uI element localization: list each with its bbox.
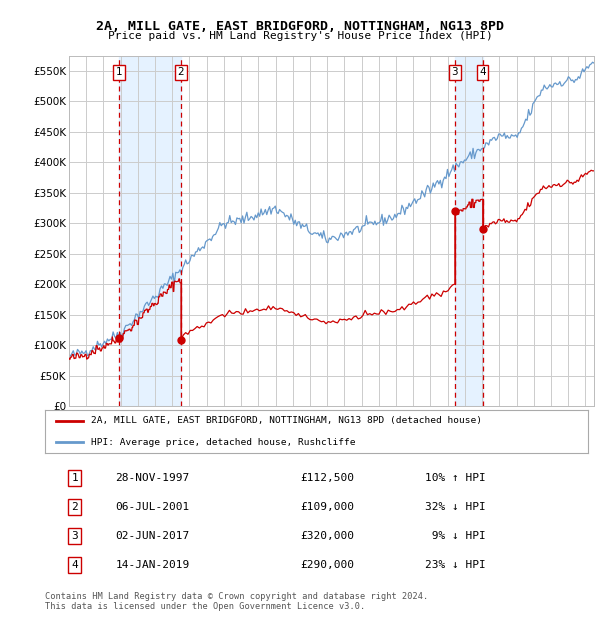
Text: 2: 2 — [71, 502, 78, 512]
Text: 4: 4 — [71, 560, 78, 570]
Text: 23% ↓ HPI: 23% ↓ HPI — [425, 560, 486, 570]
Text: 14-JAN-2019: 14-JAN-2019 — [116, 560, 190, 570]
Text: 1: 1 — [71, 472, 78, 482]
Text: HPI: Average price, detached house, Rushcliffe: HPI: Average price, detached house, Rush… — [91, 438, 356, 446]
Text: 4: 4 — [479, 67, 486, 78]
Text: £112,500: £112,500 — [300, 472, 354, 482]
Text: 2A, MILL GATE, EAST BRIDGFORD, NOTTINGHAM, NG13 8PD (detached house): 2A, MILL GATE, EAST BRIDGFORD, NOTTINGHA… — [91, 417, 482, 425]
Text: 32% ↓ HPI: 32% ↓ HPI — [425, 502, 486, 512]
Text: 2A, MILL GATE, EAST BRIDGFORD, NOTTINGHAM, NG13 8PD: 2A, MILL GATE, EAST BRIDGFORD, NOTTINGHA… — [96, 20, 504, 32]
Text: 06-JUL-2001: 06-JUL-2001 — [116, 502, 190, 512]
Text: 10% ↑ HPI: 10% ↑ HPI — [425, 472, 486, 482]
Text: 9% ↓ HPI: 9% ↓ HPI — [425, 531, 486, 541]
Text: Price paid vs. HM Land Registry's House Price Index (HPI): Price paid vs. HM Land Registry's House … — [107, 31, 493, 41]
Text: £290,000: £290,000 — [300, 560, 354, 570]
Text: This data is licensed under the Open Government Licence v3.0.: This data is licensed under the Open Gov… — [45, 602, 365, 611]
Text: 1: 1 — [116, 67, 122, 78]
Text: 3: 3 — [71, 531, 78, 541]
Text: Contains HM Land Registry data © Crown copyright and database right 2024.: Contains HM Land Registry data © Crown c… — [45, 592, 428, 601]
Text: £109,000: £109,000 — [300, 502, 354, 512]
Bar — [455, 56, 483, 406]
Text: 2: 2 — [178, 67, 184, 78]
Text: 02-JUN-2017: 02-JUN-2017 — [116, 531, 190, 541]
Text: 3: 3 — [452, 67, 458, 78]
Text: £320,000: £320,000 — [300, 531, 354, 541]
Text: 28-NOV-1997: 28-NOV-1997 — [116, 472, 190, 482]
Bar — [119, 56, 181, 406]
